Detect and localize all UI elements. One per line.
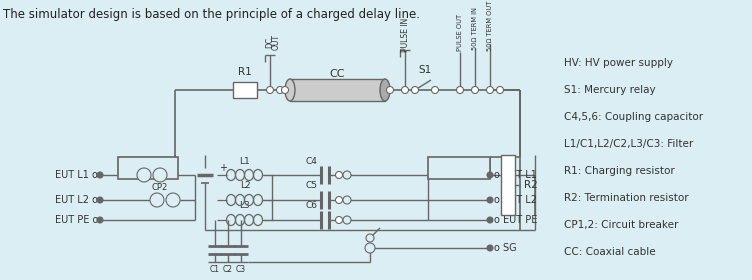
Circle shape: [432, 87, 438, 94]
Circle shape: [277, 87, 284, 94]
Text: CP1: CP1: [139, 158, 155, 167]
Circle shape: [97, 217, 103, 223]
Text: L1/C1,L2/C2,L3/C3: Filter: L1/C1,L2/C2,L3/C3: Filter: [564, 139, 693, 149]
Text: o EUT PE: o EUT PE: [494, 215, 538, 225]
Bar: [501, 155, 515, 215]
Text: C6: C6: [305, 202, 317, 211]
Circle shape: [281, 87, 289, 94]
Circle shape: [137, 168, 151, 182]
Text: HV: HV: [160, 170, 175, 180]
Circle shape: [335, 197, 342, 204]
Text: C3: C3: [236, 265, 246, 274]
Text: +: +: [219, 163, 227, 173]
Circle shape: [343, 216, 351, 224]
Text: HV: HV power supply: HV: HV power supply: [564, 58, 673, 68]
Circle shape: [487, 172, 493, 178]
Text: R2: Termination resistor: R2: Termination resistor: [564, 193, 689, 203]
Circle shape: [456, 87, 463, 94]
Circle shape: [387, 87, 393, 94]
Text: CC: Coaxial cable: CC: Coaxial cable: [564, 247, 656, 257]
Text: R1: R1: [238, 67, 252, 77]
Text: EUT L1 o: EUT L1 o: [55, 170, 98, 180]
Text: CP2: CP2: [152, 183, 168, 193]
Circle shape: [402, 87, 408, 94]
Text: PULSE IN: PULSE IN: [401, 18, 410, 52]
Text: LINE OUT: LINE OUT: [435, 164, 483, 172]
Text: The simulator design is based on the principle of a charged delay line.: The simulator design is based on the pri…: [3, 8, 420, 21]
Ellipse shape: [285, 79, 295, 101]
Bar: [290, 79, 385, 101]
Text: o EUT L2: o EUT L2: [494, 195, 537, 205]
Bar: [118, 157, 178, 179]
Text: o EUT L1: o EUT L1: [494, 170, 537, 180]
Text: DC: DC: [265, 36, 274, 48]
Circle shape: [366, 234, 374, 242]
Text: C1: C1: [210, 265, 220, 274]
Text: L1: L1: [240, 157, 250, 165]
Text: OUT: OUT: [271, 34, 280, 50]
Text: o SG: o SG: [494, 243, 517, 253]
Circle shape: [487, 245, 493, 251]
Circle shape: [343, 196, 351, 204]
Circle shape: [166, 193, 180, 207]
Text: LINE IN: LINE IN: [129, 164, 166, 172]
Circle shape: [97, 172, 103, 178]
Text: 50Ω TERM IN: 50Ω TERM IN: [472, 8, 478, 50]
Text: EUT PE o: EUT PE o: [55, 215, 98, 225]
Circle shape: [496, 87, 504, 94]
Circle shape: [487, 197, 493, 203]
Circle shape: [266, 87, 274, 94]
Text: C4,5,6: Coupling capacitor: C4,5,6: Coupling capacitor: [564, 112, 703, 122]
Circle shape: [335, 171, 342, 179]
Text: C4: C4: [305, 157, 317, 165]
Text: S1: S1: [418, 65, 432, 75]
Text: CC: CC: [329, 69, 344, 79]
Circle shape: [472, 87, 478, 94]
Text: CP1,2: Circuit breaker: CP1,2: Circuit breaker: [564, 220, 678, 230]
Circle shape: [365, 243, 375, 253]
Text: 50Ω TERM OUT: 50Ω TERM OUT: [487, 1, 493, 51]
Text: S1: Mercury relay: S1: Mercury relay: [564, 85, 656, 95]
Bar: [233, 82, 257, 98]
Text: EUT L2 o: EUT L2 o: [55, 195, 98, 205]
Text: R2: R2: [524, 180, 538, 190]
Circle shape: [343, 171, 351, 179]
Circle shape: [153, 168, 167, 182]
Text: C5: C5: [305, 181, 317, 190]
Circle shape: [411, 87, 419, 94]
Text: C2: C2: [223, 265, 233, 274]
Circle shape: [335, 216, 342, 223]
Text: L2: L2: [240, 181, 250, 190]
Circle shape: [487, 87, 493, 94]
Text: R1: Charging resistor: R1: Charging resistor: [564, 166, 675, 176]
Text: L3: L3: [240, 202, 250, 211]
Circle shape: [97, 197, 103, 203]
Ellipse shape: [380, 79, 390, 101]
Circle shape: [150, 193, 164, 207]
Bar: [428, 157, 490, 179]
Text: PULSE OUT: PULSE OUT: [457, 13, 463, 51]
Circle shape: [487, 217, 493, 223]
